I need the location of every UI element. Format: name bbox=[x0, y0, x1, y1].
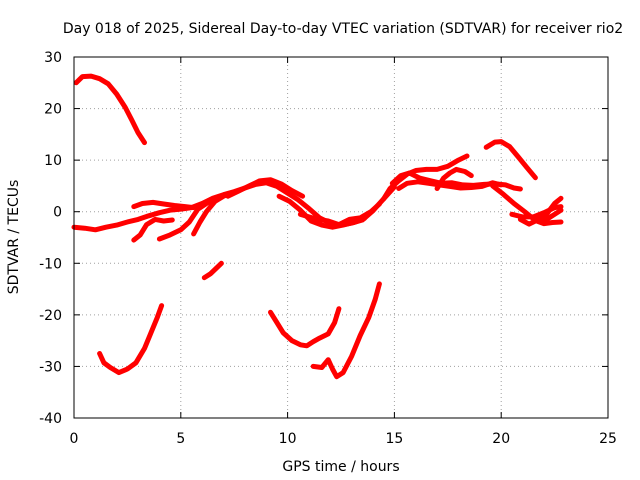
series-arc-13 bbox=[297, 201, 382, 228]
y-tick-label: 30 bbox=[44, 50, 62, 66]
y-tick-label: -30 bbox=[39, 359, 62, 375]
series-arc-11 bbox=[310, 281, 382, 380]
chart-title: Day 018 of 2025, Sidereal Day-to-day VTE… bbox=[63, 21, 623, 37]
series-arc-6 bbox=[156, 193, 226, 242]
y-tick-label: -10 bbox=[39, 256, 62, 272]
axis-ticks: 0 5 10 15 20 25 -40 -30 -20 -10 0 10 20 30 bbox=[39, 50, 617, 447]
series-arc-8 bbox=[201, 260, 224, 281]
plot-frame bbox=[73, 56, 609, 419]
x-tick-label: 0 bbox=[70, 431, 79, 447]
y-tick-label: -20 bbox=[39, 308, 62, 324]
y-axis-label: SDTVAR / TECUs bbox=[6, 180, 22, 295]
series-arc-22 bbox=[537, 207, 564, 222]
data-series bbox=[71, 73, 564, 380]
y-tick-label: 10 bbox=[44, 153, 62, 169]
x-tick-label: 25 bbox=[599, 431, 617, 447]
series-arc-16 bbox=[396, 179, 504, 191]
x-tick-label: 15 bbox=[385, 431, 403, 447]
series-arc-7 bbox=[191, 190, 235, 237]
series-arc-1 bbox=[73, 73, 147, 146]
x-axis-label: GPS time / hours bbox=[282, 459, 399, 475]
x-tick-label: 20 bbox=[492, 431, 510, 447]
series-arc-9 bbox=[225, 177, 306, 199]
y-tick-label: 0 bbox=[53, 205, 62, 221]
series-arc-5 bbox=[131, 216, 175, 243]
x-tick-label: 5 bbox=[176, 431, 185, 447]
series-arc-18 bbox=[483, 139, 538, 181]
series-arc-21 bbox=[509, 204, 564, 220]
x-tick-label: 10 bbox=[279, 431, 297, 447]
y-tick-label: 20 bbox=[44, 102, 62, 118]
series-arc-10 bbox=[268, 306, 342, 349]
series-arc-12 bbox=[276, 193, 367, 230]
series-arc-15 bbox=[389, 170, 523, 192]
series-arc-17 bbox=[434, 166, 474, 191]
series-arc-2 bbox=[97, 303, 165, 376]
series-arc-4 bbox=[131, 199, 197, 211]
y-tick-label: -40 bbox=[39, 411, 62, 427]
